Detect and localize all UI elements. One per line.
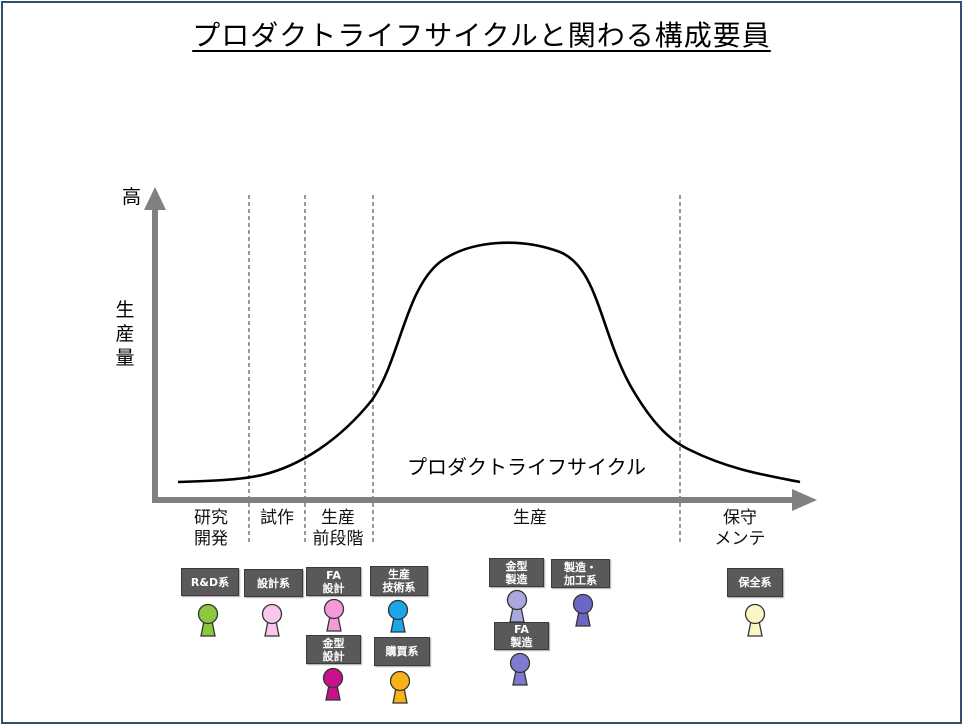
role-tag-fa-mfg: FA 製造 — [494, 622, 549, 650]
x-axis-arrow — [792, 489, 817, 511]
role-tag-maint: 保全系 — [727, 568, 783, 597]
person-icon-fa-design — [323, 598, 345, 632]
person-icon-mfg-proc — [572, 593, 594, 627]
person-icon-design — [261, 603, 283, 637]
person-icon-rd — [197, 603, 219, 637]
phase-label-maint: 保守 メンテ — [714, 508, 766, 549]
curve-label: プロダクトライフサイクル — [407, 455, 646, 479]
person-icon-prod-eng — [387, 599, 409, 633]
y-axis-high-label: 高 — [122, 186, 142, 208]
person-icon-maint — [744, 603, 766, 637]
role-tag-prod-eng: 生産 技術系 — [370, 566, 428, 596]
y-axis-label: 生 産 量 — [115, 299, 135, 369]
role-tag-mold-mfg: 金型 製造 — [489, 558, 544, 587]
phase-label-preprod: 生産 前段階 — [312, 508, 364, 549]
person-icon-fa-mfg — [509, 652, 531, 686]
phase-label-prod: 生産 — [513, 508, 547, 528]
role-tag-fa-design: FA 設計 — [306, 567, 361, 596]
lifecycle-curve — [177, 241, 801, 484]
person-icon-mold-mfg — [506, 589, 528, 623]
role-tag-rd: R&D系 — [181, 568, 239, 596]
diagram-title: プロダクトライフサイクルと関わる構成要員 — [192, 19, 771, 52]
role-tag-purchase: 購買系 — [374, 637, 430, 666]
person-icon-mold-design — [322, 667, 344, 701]
y-axis-arrow — [144, 187, 166, 210]
phase-label-rd: 研究 開発 — [194, 508, 228, 549]
phase-label-proto: 試作 — [260, 508, 294, 528]
role-tag-mfg-proc: 製造・ 加工系 — [551, 559, 610, 588]
person-icon-purchase — [389, 670, 411, 704]
role-tag-design: 設計系 — [244, 569, 303, 597]
role-tag-mold-design: 金型 設計 — [306, 635, 361, 664]
